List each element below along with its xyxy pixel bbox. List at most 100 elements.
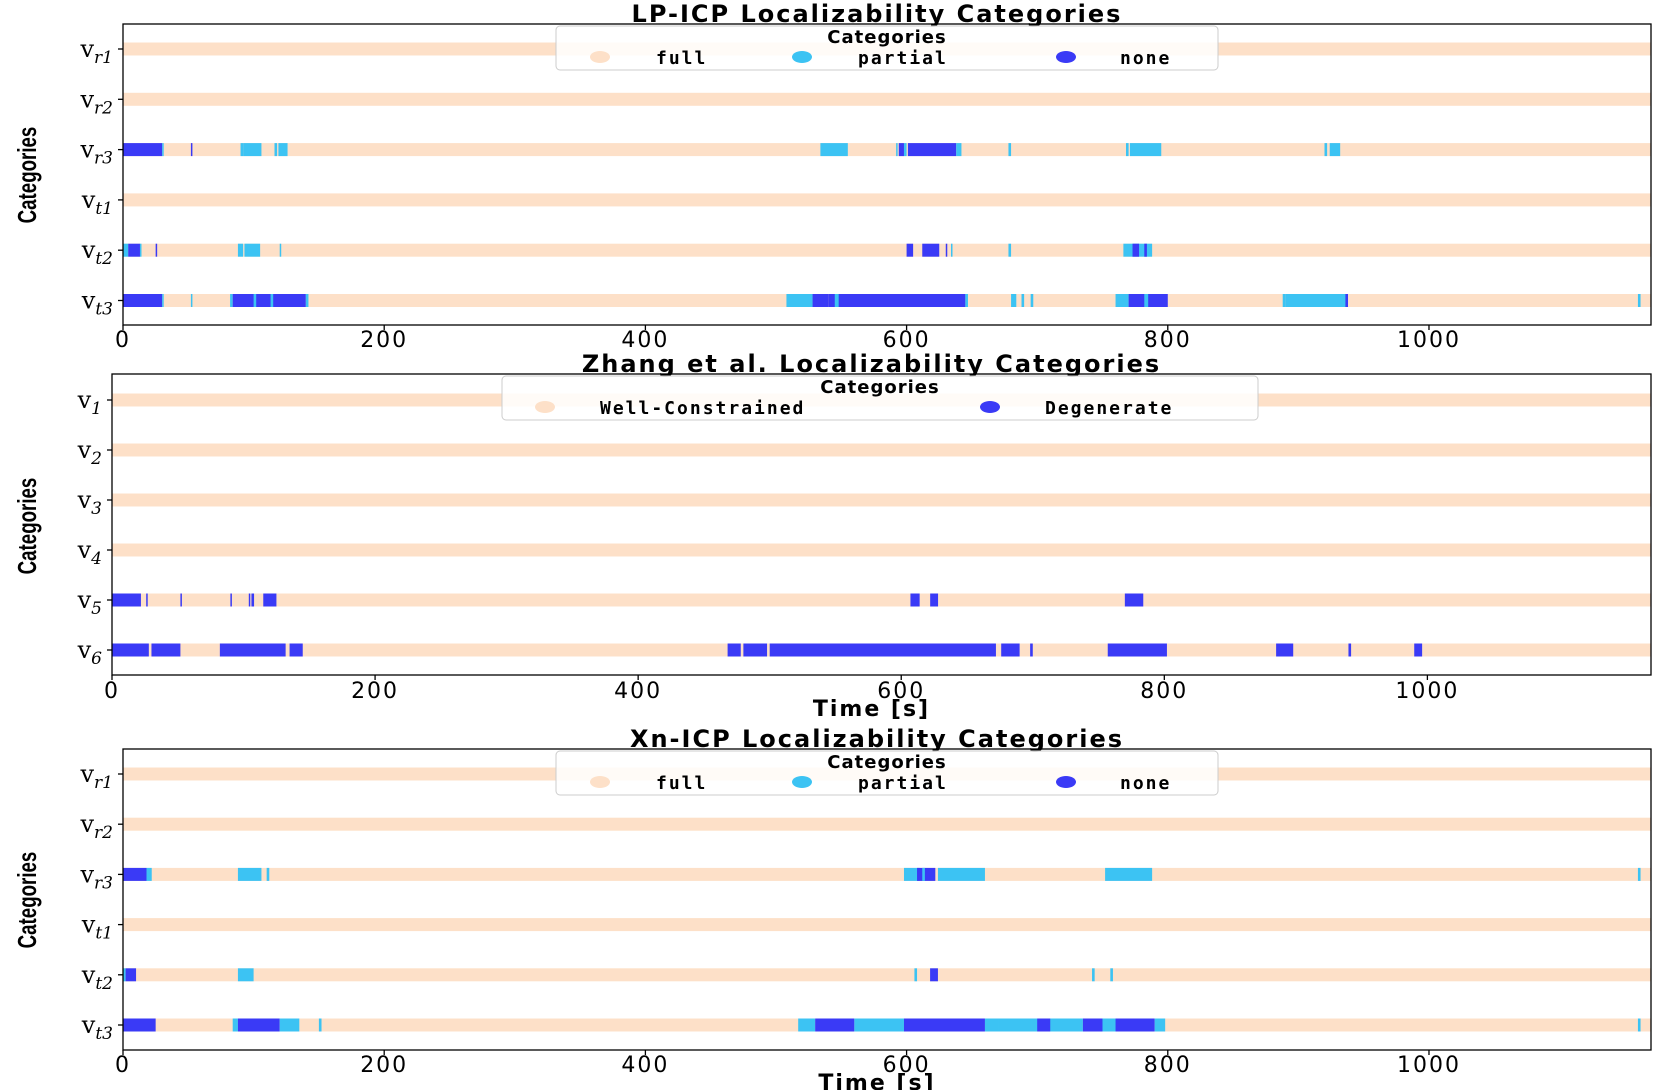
category-label: vr3 xyxy=(79,860,113,893)
plot-frame xyxy=(111,373,1652,676)
category-label: vr3 xyxy=(79,136,113,169)
legend: Categories full partial none xyxy=(555,750,1219,796)
bar-segment-partial xyxy=(1324,143,1328,157)
bar-full-v2 xyxy=(112,443,1651,457)
bar-segment-partial xyxy=(139,243,142,257)
bar-segment-none xyxy=(237,1018,280,1032)
bar-segment-partial xyxy=(190,294,193,307)
category-label: v3 xyxy=(77,486,102,519)
bar-segment-partial xyxy=(914,968,918,982)
category-label-base: v xyxy=(79,810,94,838)
bar-segment-partial xyxy=(274,143,278,157)
bar-segment-none xyxy=(123,867,147,881)
category-label-base: v xyxy=(81,236,96,264)
bar-full-vt1 xyxy=(123,193,1651,207)
x-tick-label: 200 xyxy=(351,679,399,704)
bar-segment-partial xyxy=(798,1018,816,1032)
chart-panel-1: LP-ICP Localizability CategoriesCategori… xyxy=(12,0,1652,353)
x-tick-label: 800 xyxy=(1144,328,1192,353)
category-label-sub: 6 xyxy=(91,649,102,669)
legend-box xyxy=(501,375,1259,421)
x-axis-label: Time [s] xyxy=(813,697,930,722)
bar-segment-none xyxy=(1414,643,1423,657)
bar-segment-none xyxy=(1082,1018,1155,1032)
bar-full-v5 xyxy=(112,593,1651,607)
legend-box xyxy=(555,750,1219,796)
category-label-sub: t2 xyxy=(95,974,113,994)
category-label-base: v xyxy=(79,760,94,788)
legend-label: Well-Constrained xyxy=(600,398,805,419)
bar-segment-partial xyxy=(1282,294,1286,307)
legend-label: none xyxy=(1120,48,1171,69)
category-label-sub: 3 xyxy=(91,499,102,519)
bar-segment-none xyxy=(1345,294,1349,307)
bar-segment-partial xyxy=(984,1018,999,1032)
bar-segment-partial xyxy=(965,294,968,307)
category-label-sub: r1 xyxy=(94,48,113,68)
category-label-base: v xyxy=(79,85,94,113)
bar-segment-none xyxy=(1001,643,1020,657)
bar-segment-none xyxy=(1037,1018,1051,1032)
legend-marker-none xyxy=(1056,51,1076,63)
category-label: v4 xyxy=(77,536,102,569)
category-label: vt2 xyxy=(81,236,113,269)
x-tick-label: 1000 xyxy=(1397,1053,1461,1078)
category-label: v1 xyxy=(77,386,102,419)
bar-segment-none xyxy=(125,968,137,982)
bar-full-vr2 xyxy=(123,817,1651,831)
bar-segment-partial xyxy=(956,143,962,157)
bar-segment-partial xyxy=(820,143,848,157)
bar-segment-none xyxy=(1107,643,1167,657)
category-label: vr1 xyxy=(79,760,113,793)
bar-segment-partial xyxy=(834,294,839,307)
category-label-sub: t3 xyxy=(95,1024,113,1044)
legend-marker-partial xyxy=(792,51,812,63)
bar-segment-partial xyxy=(1110,968,1113,982)
bar-segment-partial xyxy=(240,143,244,157)
category-label-base: v xyxy=(81,1011,96,1039)
bar-segment-none xyxy=(1132,243,1140,257)
category-label-base: v xyxy=(79,860,94,888)
x-tick-label: 200 xyxy=(360,328,408,353)
bar-segment-partial xyxy=(1105,867,1153,881)
category-label-sub: 2 xyxy=(90,449,102,469)
bar-segment-none xyxy=(828,294,966,307)
chart-title: Xn-ICP Localizability Categories xyxy=(630,725,1124,753)
bar-segment-none xyxy=(910,593,920,607)
bar-segment-partial xyxy=(1125,143,1129,157)
legend-label: partial xyxy=(858,48,948,69)
bar-segment-none xyxy=(917,867,936,881)
legend-label: none xyxy=(1120,773,1171,794)
category-label-base: v xyxy=(81,186,96,214)
bar-segment-none xyxy=(945,243,948,257)
bar-segment-partial xyxy=(896,143,898,157)
y-axis-label: Categories xyxy=(12,127,42,224)
bar-segment-partial xyxy=(1092,968,1095,982)
bar-segment-partial xyxy=(279,1018,300,1032)
bar-full-v4 xyxy=(112,543,1651,557)
category-label-sub: t3 xyxy=(95,300,113,320)
legend-marker-full xyxy=(535,401,555,413)
bar-segment-none xyxy=(906,243,914,257)
bar-segment-partial xyxy=(1329,143,1341,157)
bar-segment-none xyxy=(263,593,277,607)
bar-segment-partial xyxy=(253,294,257,307)
bar-segment-partial xyxy=(232,1018,238,1032)
legend-label: full xyxy=(656,773,707,794)
bar-segment-partial xyxy=(230,294,233,307)
category-label-base: v xyxy=(77,586,92,614)
category-label: vt3 xyxy=(81,287,113,320)
bar-segment-none xyxy=(155,243,158,257)
bar-full-vr3 xyxy=(123,143,1651,157)
category-label-base: v xyxy=(79,136,94,164)
bar-segment-partial xyxy=(266,867,270,881)
legend-marker-none xyxy=(980,401,1000,413)
bar-segment-none xyxy=(180,593,182,607)
x-tick-label: 800 xyxy=(1140,679,1188,704)
bar-segment-none xyxy=(230,593,232,607)
legend-marker-full xyxy=(590,776,610,788)
category-label-base: v xyxy=(81,911,96,939)
bar-full-v3 xyxy=(112,493,1651,507)
bar-segment-none xyxy=(232,294,306,307)
